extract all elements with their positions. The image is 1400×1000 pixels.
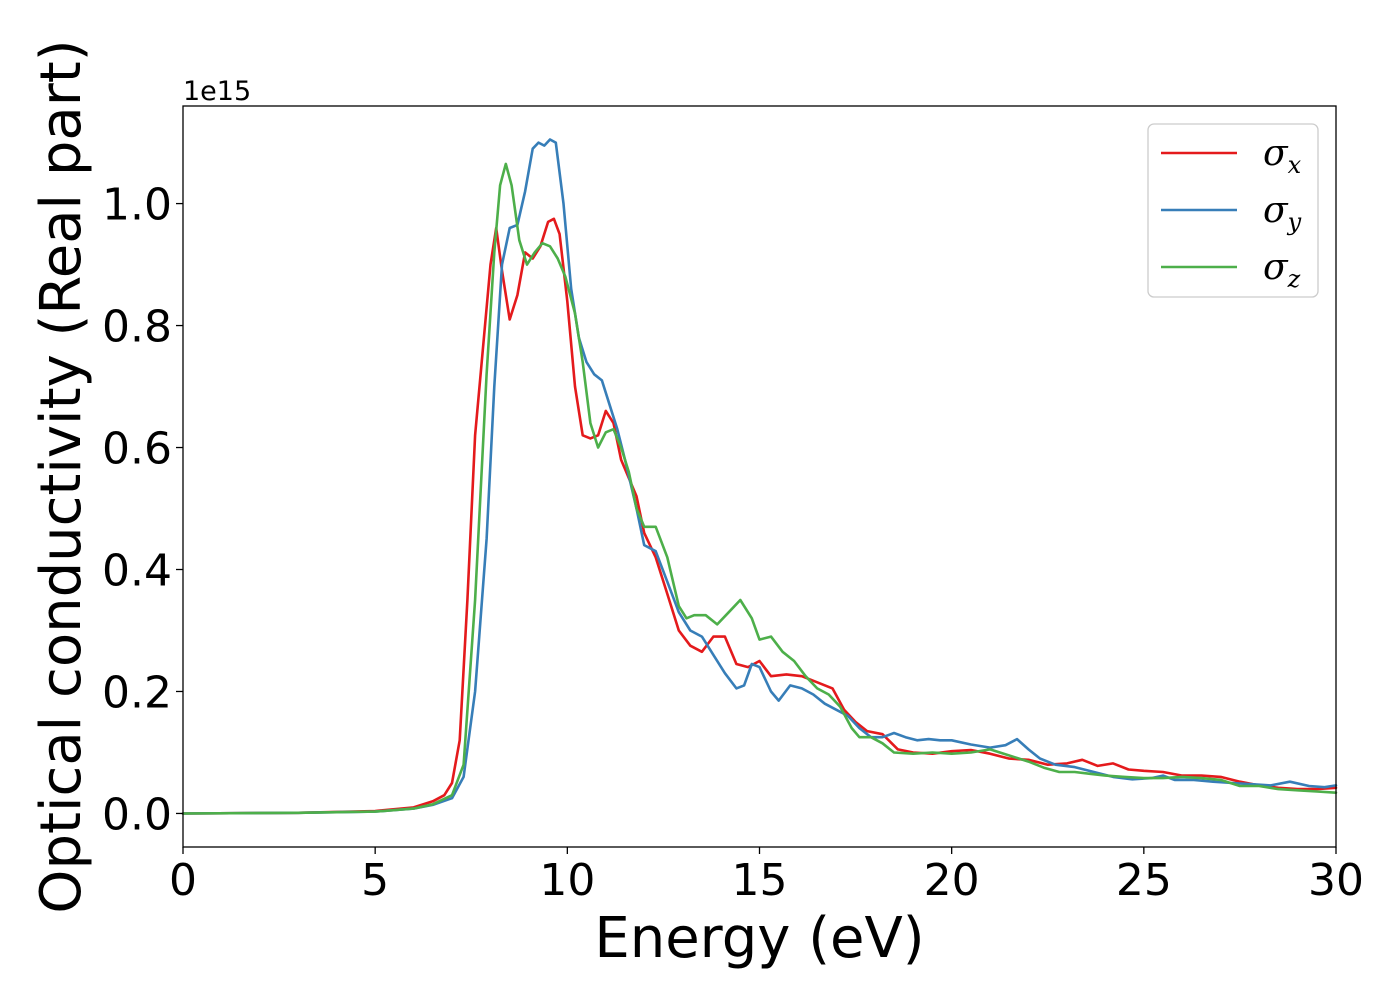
y-tick-label: 0.4 xyxy=(102,546,172,597)
y-tick-label: 0.6 xyxy=(102,424,172,475)
series-line-z xyxy=(181,162,1338,815)
y-axis-label: Optical conductivity (Real part) xyxy=(29,39,94,913)
series-layer xyxy=(181,138,1338,815)
y-tick-label: 0.8 xyxy=(102,302,172,353)
y-tick-label: 0.2 xyxy=(102,667,172,718)
x-axis: 0 5 10 15 20 25 30 xyxy=(169,847,1364,906)
x-tick-label: 20 xyxy=(924,855,980,906)
x-tick-label: 0 xyxy=(169,855,197,906)
y-tick-label: 1.0 xyxy=(102,180,172,231)
x-tick-label: 25 xyxy=(1116,855,1172,906)
x-tick-label: 15 xyxy=(732,855,788,906)
x-axis-label: Energy (eV) xyxy=(594,906,924,971)
x-tick-label: 30 xyxy=(1308,855,1364,906)
y-axis: 0.0 0.2 0.4 0.6 0.8 1.0 xyxy=(102,180,183,840)
x-tick-label: 5 xyxy=(361,855,389,906)
y-tick-label: 0.0 xyxy=(102,789,172,840)
series-line-x xyxy=(181,217,1338,815)
x-tick-label: 10 xyxy=(539,855,595,906)
y-offset-label: 1e15 xyxy=(183,76,251,107)
